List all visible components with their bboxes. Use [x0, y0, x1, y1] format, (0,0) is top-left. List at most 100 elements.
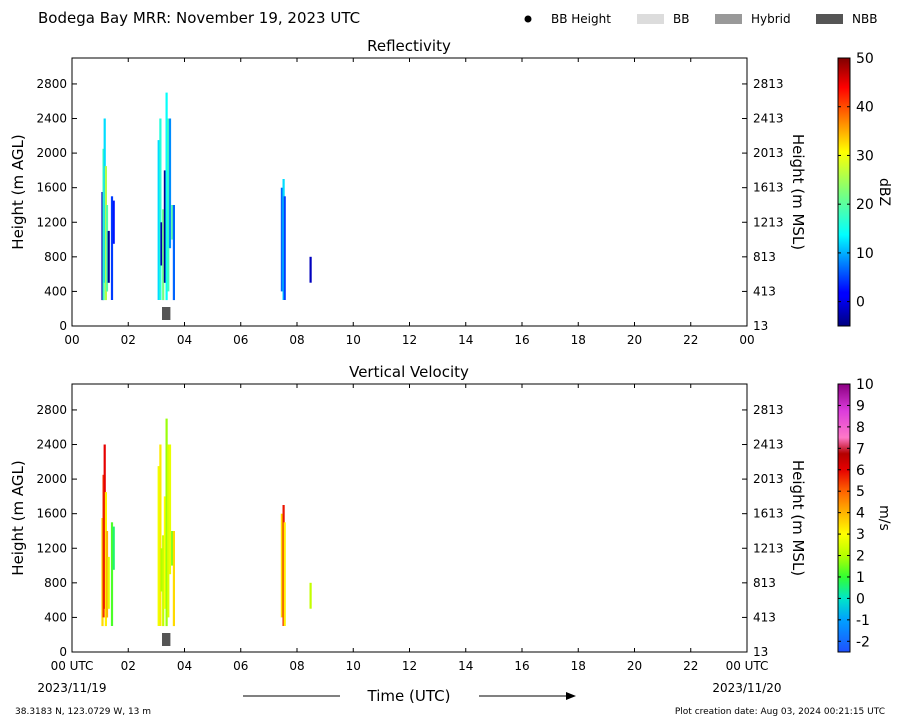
velocity-echo-column — [107, 556, 110, 609]
reflectivity-bright-band-marker — [162, 307, 171, 320]
velocity-y-tick-label: 800 — [44, 576, 67, 590]
reflectivity-colorbar — [837, 57, 851, 327]
velocity-ylabel-right: Height (m MSL) — [789, 460, 807, 576]
velocity-colorbar-tick-label: 7 — [856, 441, 865, 457]
velocity-echo-column — [163, 496, 166, 609]
velocity-y-tick-label: 2000 — [36, 472, 67, 486]
reflectivity-y-tick-label-right: 2413 — [753, 112, 784, 126]
reflectivity-x-tick-label: 12 — [402, 333, 417, 347]
reflectivity-echo-column — [112, 200, 115, 244]
start-date-label: 2023/11/19 — [37, 681, 106, 695]
reflectivity-x-tick-label: 16 — [514, 333, 529, 347]
velocity-colorbar — [837, 383, 851, 653]
velocity-x-tick-label: 20 — [627, 659, 642, 673]
reflectivity-x-tick-label: 06 — [233, 333, 248, 347]
reflectivity-y-tick-label: 0 — [59, 319, 67, 333]
velocity-colorbar-tick-label: 3 — [856, 527, 865, 543]
reflectivity-echo-column — [103, 118, 106, 283]
reflectivity-y-tick-label-right: 13 — [753, 319, 768, 333]
reflectivity-echo-column — [167, 118, 170, 292]
velocity-colorbar-tick-label: 10 — [856, 377, 874, 393]
velocity-y-tick-label-right: 813 — [753, 576, 776, 590]
velocity-colorbar-tick-label: 2 — [856, 549, 865, 565]
reflectivity-echo-column — [309, 256, 312, 283]
velocity-colorbar-tick-label: 6 — [856, 463, 865, 479]
reflectivity-y-tick-label: 2400 — [36, 112, 67, 126]
reflectivity-echo-column — [163, 170, 166, 283]
velocity-y-tick-label-right: 2413 — [753, 438, 784, 452]
figure-title: Bodega Bay MRR: November 19, 2023 UTC — [38, 9, 360, 27]
creation-date-label: Plot creation date: Aug 03, 2024 00:21:1… — [675, 707, 885, 717]
velocity-echo-column — [172, 531, 175, 627]
reflectivity-echo-column — [171, 205, 174, 240]
velocity-echo-column — [309, 582, 312, 609]
velocity-y-tick-label-right: 13 — [753, 645, 768, 659]
reflectivity-ylabel-right: Height (m MSL) — [789, 134, 807, 250]
reflectivity-colorbar-label: dBZ — [876, 178, 892, 206]
reflectivity-colorbar-tick-label: 10 — [856, 246, 874, 262]
velocity-x-tick-label: 14 — [458, 659, 473, 673]
reflectivity-echo-column — [283, 196, 286, 300]
reflectivity-x-tick-label: 00 — [64, 333, 79, 347]
reflectivity-colorbar-tick-label: 40 — [856, 100, 874, 116]
reflectivity-y-tick-label-right: 413 — [753, 284, 776, 298]
velocity-echo-column — [160, 548, 163, 592]
velocity-colorbar-tick-label: 5 — [856, 484, 865, 500]
velocity-panel: Vertical Velocity 00 UTC 02 04 06 08 10 12 14 16… — [9, 363, 892, 673]
velocity-echo-column — [112, 526, 115, 570]
velocity-data-layer — [101, 418, 312, 646]
legend-nbb-label: NBB — [852, 12, 877, 26]
velocity-y-tick-label-right: 2813 — [753, 403, 784, 417]
velocity-echo-column — [162, 535, 165, 627]
reflectivity-y-tick-label-right: 1613 — [753, 181, 784, 195]
velocity-plot-area — [71, 383, 748, 653]
reflectivity-y-tick-label-right: 2013 — [753, 146, 784, 160]
velocity-echo-column — [159, 444, 162, 626]
reflectivity-y-tick-label-right: 813 — [753, 250, 776, 264]
velocity-colorbar-tick-label: 1 — [856, 570, 865, 586]
velocity-y-tick-label: 1200 — [36, 541, 67, 555]
reflectivity-y-tick-label: 2800 — [36, 77, 67, 91]
velocity-echo-column — [168, 444, 172, 575]
velocity-x-tick-label: 18 — [571, 659, 586, 673]
reflectivity-x-tick-label: 22 — [683, 333, 698, 347]
reflectivity-colorbar-tick-label: 20 — [856, 197, 874, 213]
reflectivity-x-tick-label: 00 — [739, 333, 754, 347]
velocity-y-tick-label: 2800 — [36, 403, 67, 417]
velocity-echo-column — [165, 418, 168, 627]
velocity-colorbar-tick-label: 9 — [856, 398, 865, 414]
velocity-x-tick-label: 04 — [177, 659, 192, 673]
velocity-colorbar-ticks: -2 -1 0 1 2 3 4 5 6 7 8 9 10 — [838, 377, 874, 650]
velocity-echo-column — [283, 522, 286, 626]
reflectivity-colorbar-ticks: 0 10 20 30 40 50 — [838, 51, 874, 311]
legend-hybrid-label: Hybrid — [751, 12, 791, 26]
velocity-y-tick-label: 400 — [44, 610, 67, 624]
velocity-colorbar-tick-label: 8 — [856, 420, 865, 436]
reflectivity-echo-column — [159, 118, 162, 300]
velocity-y-tick-label-right: 1213 — [753, 541, 784, 555]
velocity-x-tick-label: 10 — [346, 659, 361, 673]
velocity-x-tick-label: 22 — [683, 659, 698, 673]
reflectivity-x-tick-label: 04 — [177, 333, 192, 347]
velocity-y-tick-label-right: 413 — [753, 610, 776, 624]
reflectivity-y-tick-label: 2000 — [36, 146, 67, 160]
reflectivity-x-tick-label: 10 — [346, 333, 361, 347]
velocity-y-tick-label: 1600 — [36, 507, 67, 521]
time-axis-label: Time (UTC) — [367, 687, 451, 705]
velocity-x-tick-label: 00 UTC — [51, 659, 94, 673]
velocity-echo-column — [280, 513, 283, 618]
reflectivity-y-tick-label: 800 — [44, 250, 67, 264]
figure-legend: BB Height BB Hybrid NBB — [524, 12, 877, 26]
reflectivity-echo-column — [162, 209, 165, 301]
reflectivity-echo-column — [172, 205, 175, 301]
velocity-y-tick-label-right: 2013 — [753, 472, 784, 486]
legend-bb-label: BB — [673, 12, 689, 26]
end-date-label: 2023/11/20 — [712, 681, 781, 695]
velocity-bright-band-marker — [162, 633, 171, 646]
velocity-echo-column — [103, 444, 106, 609]
reflectivity-x-tick-label: 14 — [458, 333, 473, 347]
reflectivity-x-tick-label: 20 — [627, 333, 642, 347]
reflectivity-echo-column — [160, 222, 163, 266]
reflectivity-y-tick-label: 1600 — [36, 181, 67, 195]
